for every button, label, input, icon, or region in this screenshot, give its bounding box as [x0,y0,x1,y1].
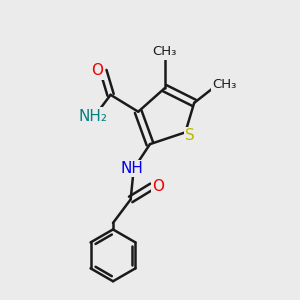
Text: NH₂: NH₂ [79,109,108,124]
Text: S: S [185,128,195,143]
Text: NH: NH [121,161,144,176]
Text: O: O [152,179,164,194]
Text: CH₃: CH₃ [152,45,177,58]
Text: O: O [91,63,103,78]
Text: CH₃: CH₃ [212,78,237,91]
